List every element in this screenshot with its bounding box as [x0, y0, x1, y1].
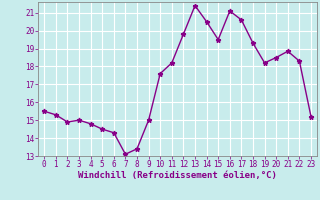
X-axis label: Windchill (Refroidissement éolien,°C): Windchill (Refroidissement éolien,°C) [78, 171, 277, 180]
